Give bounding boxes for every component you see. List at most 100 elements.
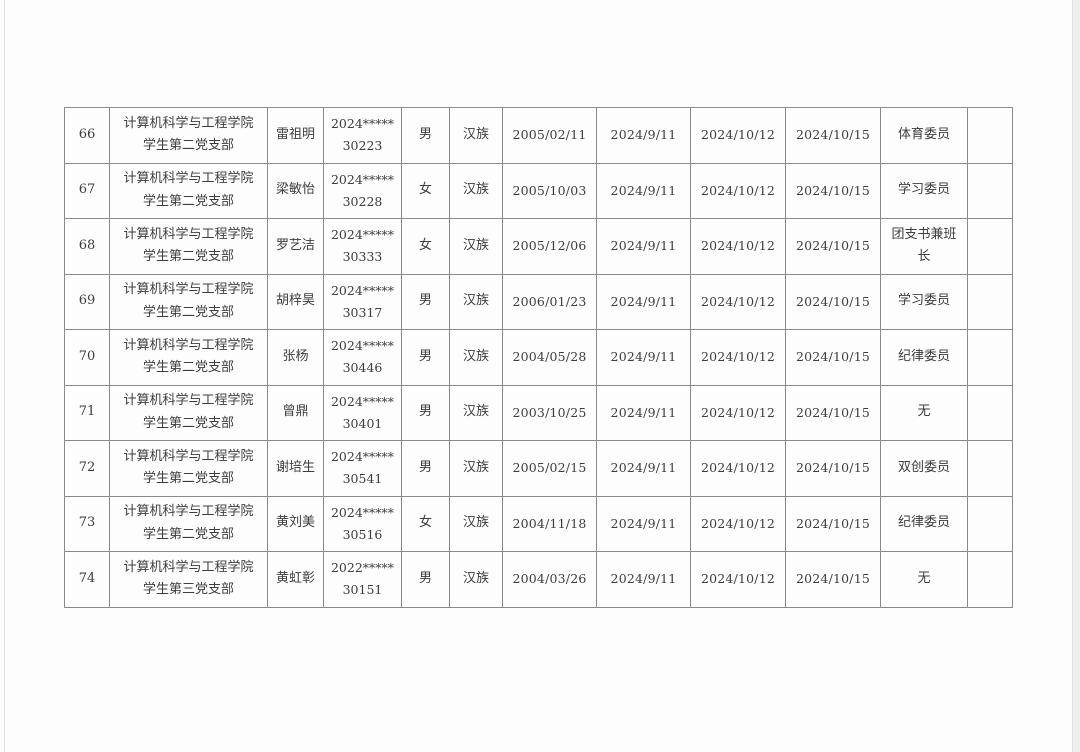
cell-birth-date: 2006/01/23 — [502, 273, 597, 330]
cell-role: 团支书兼班 长 — [880, 218, 968, 275]
table-row: 73 计算机科学与工程学院 学生第二党支部 黄刘美 2024***** 3051… — [64, 495, 1013, 552]
cell-party-branch: 计算机科学与工程学院 学生第二党支部 — [109, 440, 268, 497]
table-row: 68 计算机科学与工程学院 学生第二党支部 罗艺洁 2024***** 3033… — [64, 218, 1013, 275]
table-row: 70 计算机科学与工程学院 学生第二党支部 张杨 2024***** 30446… — [64, 329, 1013, 386]
cell-masked-id: 2024***** 30223 — [323, 107, 402, 164]
table-row: 67 计算机科学与工程学院 学生第二党支部 梁敏怡 2024***** 3022… — [64, 162, 1013, 219]
cell-row-number: 70 — [64, 329, 110, 386]
cell-date-2: 2024/10/12 — [690, 440, 786, 497]
cell-ethnicity: 汉族 — [449, 107, 503, 164]
cell-blank — [967, 551, 1013, 608]
cell-ethnicity: 汉族 — [449, 162, 503, 219]
cell-masked-id: 2022***** 30151 — [323, 551, 402, 608]
table-body: 66 计算机科学与工程学院 学生第二党支部 雷祖明 2024***** 3022… — [64, 107, 1013, 608]
cell-date-2: 2024/10/12 — [690, 384, 786, 441]
cell-date-1: 2024/9/11 — [596, 384, 691, 441]
cell-masked-id: 2024***** 30446 — [323, 329, 402, 386]
cell-birth-date: 2004/11/18 — [502, 495, 597, 552]
cell-blank — [967, 440, 1013, 497]
cell-gender: 男 — [401, 551, 450, 608]
cell-date-1: 2024/9/11 — [596, 329, 691, 386]
table-row: 66 计算机科学与工程学院 学生第二党支部 雷祖明 2024***** 3022… — [64, 107, 1013, 164]
cell-gender: 女 — [401, 218, 450, 275]
cell-blank — [967, 218, 1013, 275]
cell-gender: 男 — [401, 440, 450, 497]
cell-date-2: 2024/10/12 — [690, 329, 786, 386]
cell-blank — [967, 495, 1013, 552]
table-row: 74 计算机科学与工程学院 学生第三党支部 黄虹彰 2022***** 3015… — [64, 551, 1013, 608]
cell-masked-id: 2024***** 30541 — [323, 440, 402, 497]
cell-ethnicity: 汉族 — [449, 384, 503, 441]
cell-birth-date: 2004/03/26 — [502, 551, 597, 608]
cell-role: 学习委员 — [880, 273, 968, 330]
cell-party-branch: 计算机科学与工程学院 学生第二党支部 — [109, 273, 268, 330]
cell-role: 无 — [880, 551, 968, 608]
cell-blank — [967, 329, 1013, 386]
cell-date-3: 2024/10/15 — [785, 440, 881, 497]
table-row: 71 计算机科学与工程学院 学生第二党支部 曾鼎 2024***** 30401… — [64, 384, 1013, 441]
cell-date-2: 2024/10/12 — [690, 107, 786, 164]
cell-gender: 男 — [401, 329, 450, 386]
cell-role: 无 — [880, 384, 968, 441]
cell-date-2: 2024/10/12 — [690, 495, 786, 552]
cell-ethnicity: 汉族 — [449, 551, 503, 608]
cell-row-number: 69 — [64, 273, 110, 330]
table-row: 72 计算机科学与工程学院 学生第二党支部 谢培生 2024***** 3054… — [64, 440, 1013, 497]
roster-table: 66 计算机科学与工程学院 学生第二党支部 雷祖明 2024***** 3022… — [64, 107, 1013, 608]
cell-party-branch: 计算机科学与工程学院 学生第三党支部 — [109, 551, 268, 608]
cell-date-3: 2024/10/15 — [785, 384, 881, 441]
cell-date-2: 2024/10/12 — [690, 551, 786, 608]
cell-date-3: 2024/10/15 — [785, 218, 881, 275]
cell-birth-date: 2005/10/03 — [502, 162, 597, 219]
page-left-edge — [4, 0, 5, 752]
cell-masked-id: 2024***** 30333 — [323, 218, 402, 275]
cell-party-branch: 计算机科学与工程学院 学生第二党支部 — [109, 162, 268, 219]
cell-name: 黄虹彰 — [267, 551, 324, 608]
cell-gender: 男 — [401, 273, 450, 330]
cell-date-3: 2024/10/15 — [785, 107, 881, 164]
cell-date-3: 2024/10/15 — [785, 273, 881, 330]
cell-ethnicity: 汉族 — [449, 218, 503, 275]
cell-date-2: 2024/10/12 — [690, 162, 786, 219]
cell-party-branch: 计算机科学与工程学院 学生第二党支部 — [109, 329, 268, 386]
cell-masked-id: 2024***** 30401 — [323, 384, 402, 441]
cell-role: 纪律委员 — [880, 329, 968, 386]
cell-birth-date: 2005/02/15 — [502, 440, 597, 497]
cell-ethnicity: 汉族 — [449, 273, 503, 330]
cell-party-branch: 计算机科学与工程学院 学生第二党支部 — [109, 495, 268, 552]
cell-name: 胡梓昊 — [267, 273, 324, 330]
cell-role: 双创委员 — [880, 440, 968, 497]
cell-party-branch: 计算机科学与工程学院 学生第二党支部 — [109, 218, 268, 275]
cell-blank — [967, 273, 1013, 330]
cell-masked-id: 2024***** 30228 — [323, 162, 402, 219]
cell-date-3: 2024/10/15 — [785, 495, 881, 552]
cell-name: 黄刘美 — [267, 495, 324, 552]
cell-row-number: 66 — [64, 107, 110, 164]
table-row: 69 计算机科学与工程学院 学生第二党支部 胡梓昊 2024***** 3031… — [64, 273, 1013, 330]
cell-blank — [967, 162, 1013, 219]
cell-row-number: 68 — [64, 218, 110, 275]
cell-row-number: 72 — [64, 440, 110, 497]
cell-birth-date: 2004/05/28 — [502, 329, 597, 386]
cell-gender: 男 — [401, 107, 450, 164]
cell-name: 罗艺洁 — [267, 218, 324, 275]
cell-name: 张杨 — [267, 329, 324, 386]
cell-masked-id: 2024***** 30317 — [323, 273, 402, 330]
cell-date-1: 2024/9/11 — [596, 495, 691, 552]
cell-date-3: 2024/10/15 — [785, 551, 881, 608]
cell-date-1: 2024/9/11 — [596, 551, 691, 608]
cell-role: 学习委员 — [880, 162, 968, 219]
cell-date-1: 2024/9/11 — [596, 162, 691, 219]
cell-row-number: 74 — [64, 551, 110, 608]
cell-birth-date: 2005/02/11 — [502, 107, 597, 164]
cell-party-branch: 计算机科学与工程学院 学生第二党支部 — [109, 107, 268, 164]
cell-birth-date: 2003/10/25 — [502, 384, 597, 441]
cell-blank — [967, 107, 1013, 164]
cell-date-1: 2024/9/11 — [596, 218, 691, 275]
cell-row-number: 67 — [64, 162, 110, 219]
cell-ethnicity: 汉族 — [449, 329, 503, 386]
cell-party-branch: 计算机科学与工程学院 学生第二党支部 — [109, 384, 268, 441]
cell-date-2: 2024/10/12 — [690, 218, 786, 275]
